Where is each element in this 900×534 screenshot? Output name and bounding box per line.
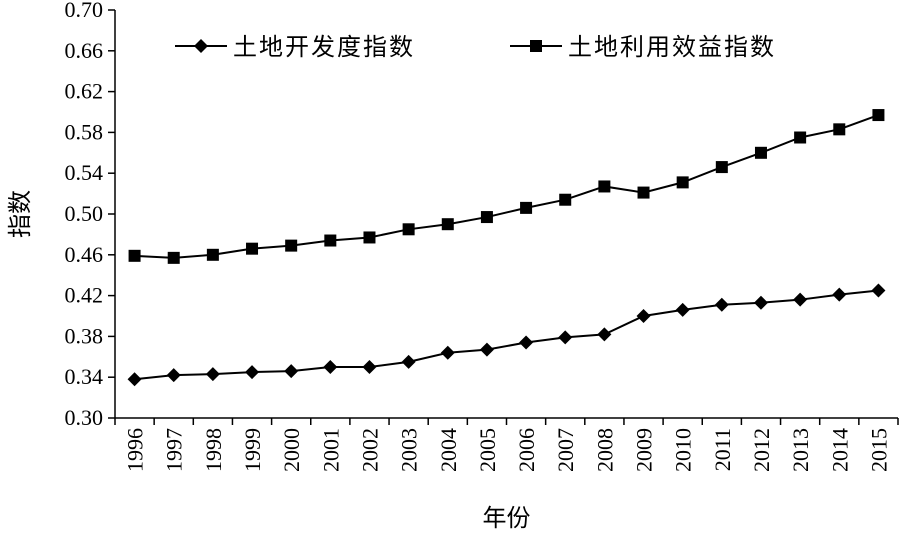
data-point xyxy=(832,287,847,302)
data-point xyxy=(166,368,181,383)
data-point xyxy=(872,109,885,122)
legend-label: 土地利用效益指数 xyxy=(568,33,776,61)
y-tick-label: 0.46 xyxy=(65,242,104,267)
data-point xyxy=(362,360,377,374)
x-tick-label: 1996 xyxy=(123,428,148,472)
legend-item-1: 土地开发度指数 xyxy=(175,33,415,61)
data-point xyxy=(519,335,534,350)
x-tick-label: 2011 xyxy=(710,428,735,471)
data-point xyxy=(167,251,180,264)
data-point xyxy=(323,360,338,374)
data-point xyxy=(402,223,415,236)
data-point xyxy=(285,239,298,252)
data-point xyxy=(480,211,493,224)
data-point xyxy=(440,345,455,360)
y-tick-label: 0.50 xyxy=(65,201,104,226)
x-tick-label: 2015 xyxy=(866,428,891,472)
x-tick-label: 2004 xyxy=(436,428,461,472)
data-point xyxy=(753,295,768,310)
series-line xyxy=(134,114,879,259)
x-axis-title: 年份 xyxy=(483,504,531,532)
x-tick-label: 1999 xyxy=(240,428,265,472)
series-2 xyxy=(128,109,885,264)
y-tick-label: 0.58 xyxy=(65,119,104,144)
data-point xyxy=(363,231,376,244)
y-tick-label: 0.66 xyxy=(65,38,104,63)
data-point xyxy=(206,248,219,261)
data-point xyxy=(441,218,454,231)
data-point xyxy=(793,292,808,307)
y-tick-label: 0.54 xyxy=(65,160,104,185)
x-tick-label: 2006 xyxy=(514,428,539,472)
y-tick-label: 0.42 xyxy=(65,283,104,308)
data-point xyxy=(637,186,650,199)
legend-item-2: 土地利用效益指数 xyxy=(510,33,776,61)
x-tick-label: 2001 xyxy=(318,428,343,472)
data-point xyxy=(676,176,689,189)
x-tick-label: 2003 xyxy=(397,428,422,472)
data-point xyxy=(833,123,846,136)
data-point xyxy=(128,249,141,262)
legend: 土地开发度指数 土地利用效益指数 xyxy=(175,33,776,61)
y-tick-label: 0.62 xyxy=(65,79,104,104)
x-ticks: 1996 1997 1998 1999 2000 2001 2002 2003 2004 2005… xyxy=(114,418,899,472)
data-point xyxy=(246,242,259,255)
legend-square-icon xyxy=(530,40,542,52)
x-tick-label: 2012 xyxy=(749,428,774,472)
data-point xyxy=(636,309,651,323)
data-point xyxy=(598,180,611,193)
data-point xyxy=(401,354,416,369)
y-axis-title: 指数 xyxy=(6,190,34,238)
data-point xyxy=(559,193,572,206)
data-point xyxy=(324,234,337,247)
data-point xyxy=(715,161,728,174)
x-tick-label: 2009 xyxy=(632,428,657,472)
data-point xyxy=(675,302,690,317)
series-1 xyxy=(127,283,886,387)
y-ticks: 0.30 0.34 0.38 0.42 0.46 0.50 0.54 0.58 0.62 0.66… xyxy=(65,0,115,430)
axes xyxy=(114,10,898,419)
data-point xyxy=(558,330,573,345)
data-point xyxy=(284,364,299,379)
data-point xyxy=(754,146,767,159)
x-tick-label: 2000 xyxy=(279,428,304,472)
x-tick-label: 2007 xyxy=(553,428,578,472)
series-group xyxy=(127,109,886,387)
data-point xyxy=(245,365,260,380)
x-tick-label: 2010 xyxy=(671,428,696,472)
data-point xyxy=(127,372,142,387)
data-point xyxy=(520,201,533,214)
x-tick-label: 1997 xyxy=(162,428,187,472)
x-tick-label: 2014 xyxy=(827,428,852,472)
data-point xyxy=(871,283,886,298)
y-tick-label: 0.34 xyxy=(65,364,104,389)
x-tick-label: 2005 xyxy=(475,428,500,472)
data-point xyxy=(597,327,612,342)
data-point xyxy=(479,342,494,357)
legend-diamond-icon xyxy=(194,39,208,53)
y-tick-label: 0.30 xyxy=(65,405,104,430)
x-tick-label: 1998 xyxy=(201,428,226,472)
x-tick-label: 2013 xyxy=(788,428,813,472)
y-tick-label: 0.38 xyxy=(65,323,104,348)
y-tick-label: 0.70 xyxy=(65,0,104,22)
data-point xyxy=(794,131,807,144)
data-point xyxy=(714,297,729,312)
data-point xyxy=(205,367,220,382)
legend-label: 土地开发度指数 xyxy=(233,33,415,61)
x-tick-label: 2002 xyxy=(357,428,382,472)
x-tick-label: 2008 xyxy=(592,428,617,472)
